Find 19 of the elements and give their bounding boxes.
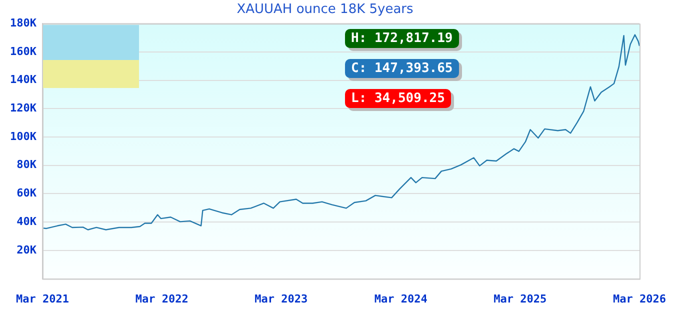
- x-tick-label: Mar 2023: [254, 292, 308, 306]
- y-tick-label: 160K: [10, 44, 37, 58]
- annotation: C: 147,393.65: [345, 58, 459, 78]
- x-tick-label: Mar 2026: [613, 292, 666, 306]
- x-tick-label: Mar 2022: [135, 292, 188, 306]
- y-tick-label: 100K: [10, 130, 37, 143]
- x-tick-label: Mar 2024: [374, 292, 428, 306]
- annotation: L: 34,509.25: [345, 88, 451, 108]
- y-tick-label: 120K: [10, 102, 37, 115]
- y-tick-label: 40K: [16, 214, 37, 228]
- annotation: H: 172,817.19: [345, 28, 459, 48]
- chart-title: XAUUAH ounce 18K 5years: [236, 2, 414, 18]
- x-tick-label: Mar 2021: [16, 292, 70, 306]
- x-tick-label: Mar 2025: [494, 292, 547, 306]
- y-tick-label: 80K: [16, 158, 37, 172]
- y-tick-label: 180K: [10, 16, 37, 30]
- y-tick-label: 140K: [10, 73, 37, 86]
- y-tick-label: 60K: [16, 186, 37, 200]
- y-tick-label: 20K: [16, 243, 37, 256]
